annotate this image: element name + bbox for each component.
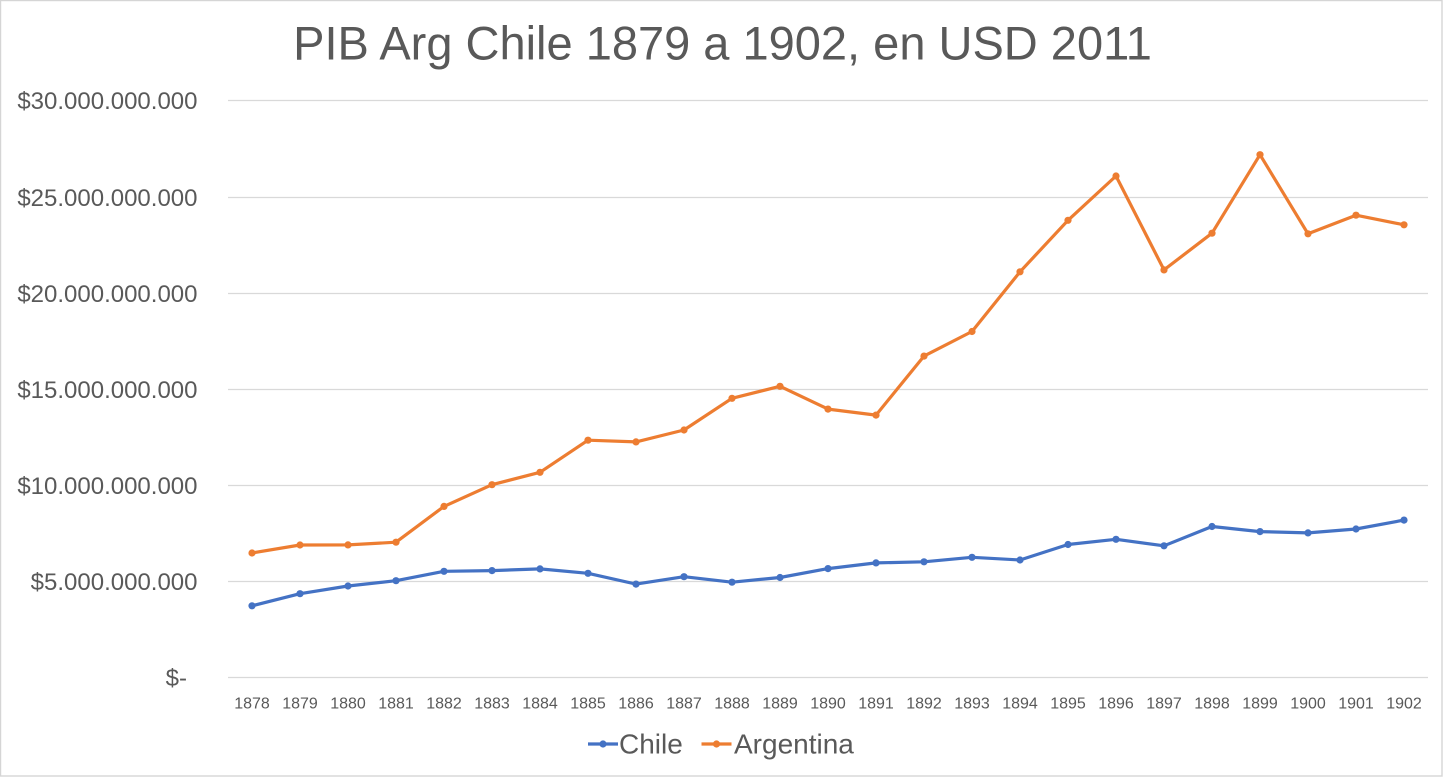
svg-text:$5.000.000.000: $5.000.000.000 (31, 569, 198, 596)
svg-text:1887: 1887 (666, 696, 702, 713)
svg-text:1882: 1882 (426, 696, 462, 713)
svg-text:1898: 1898 (1194, 696, 1230, 713)
svg-text:1899: 1899 (1242, 696, 1278, 713)
svg-text:$25.000.000.000: $25.000.000.000 (17, 185, 197, 212)
svg-text:1888: 1888 (714, 696, 750, 713)
svg-text:1886: 1886 (618, 696, 654, 713)
svg-text:1894: 1894 (1002, 696, 1038, 713)
svg-text:1883: 1883 (474, 696, 510, 713)
svg-text:PIB Arg Chile 1879 a 1902, en: PIB Arg Chile 1879 a 1902, en USD 2011 (293, 17, 1152, 70)
svg-text:1892: 1892 (906, 696, 942, 713)
svg-text:$-: $- (166, 665, 187, 692)
svg-text:$10.000.000.000: $10.000.000.000 (17, 473, 197, 500)
svg-text:$30.000.000.000: $30.000.000.000 (17, 88, 197, 115)
svg-text:1884: 1884 (522, 696, 558, 713)
svg-text:Chile: Chile (619, 729, 683, 760)
svg-text:1895: 1895 (1050, 696, 1086, 713)
svg-text:1902: 1902 (1386, 696, 1422, 713)
svg-text:1881: 1881 (378, 696, 414, 713)
svg-text:1879: 1879 (282, 696, 318, 713)
svg-text:$15.000.000.000: $15.000.000.000 (17, 377, 197, 404)
svg-text:1896: 1896 (1098, 696, 1134, 713)
svg-text:1885: 1885 (570, 696, 606, 713)
svg-text:1880: 1880 (330, 696, 366, 713)
svg-text:1897: 1897 (1146, 696, 1182, 713)
svg-text:1893: 1893 (954, 696, 990, 713)
svg-text:1900: 1900 (1290, 696, 1326, 713)
svg-text:Argentina: Argentina (734, 729, 854, 760)
svg-text:1878: 1878 (234, 696, 270, 713)
svg-text:1901: 1901 (1338, 696, 1374, 713)
svg-text:1890: 1890 (810, 696, 846, 713)
svg-text:1889: 1889 (762, 696, 798, 713)
svg-text:1891: 1891 (858, 696, 894, 713)
svg-text:$20.000.000.000: $20.000.000.000 (17, 281, 197, 308)
